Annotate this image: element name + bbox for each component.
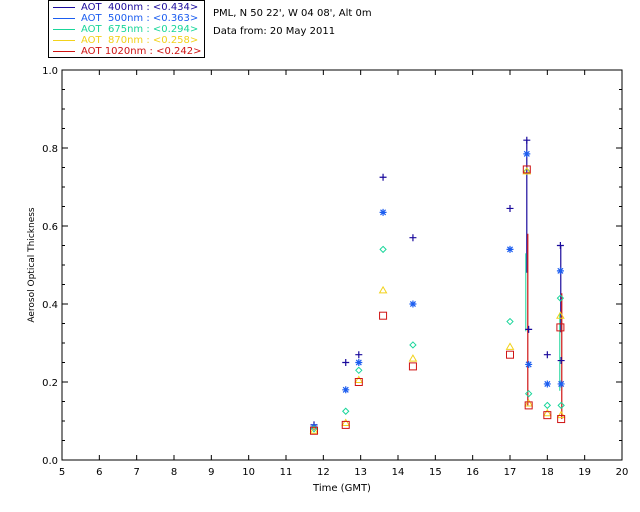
legend-swatch-400nm (53, 7, 75, 8)
data-point (556, 294, 565, 302)
x-tick-label: 5 (59, 467, 65, 478)
data-point (342, 407, 350, 415)
x-tick-label: 20 (616, 467, 629, 478)
data-point (556, 242, 564, 249)
legend-entry-870nm: AOT 870nm : <0.258> (49, 35, 206, 46)
legend-entry-675nm: AOT 675nm : <0.294> (49, 24, 206, 35)
data-point (378, 285, 388, 294)
data-point (543, 351, 551, 359)
data-point (409, 341, 417, 349)
data-point (523, 136, 531, 144)
data-point (522, 166, 532, 175)
x-tick-label: 17 (504, 467, 517, 478)
data-point (525, 360, 533, 368)
data-point (505, 342, 515, 350)
x-tick-label: 16 (466, 467, 479, 478)
data-point (543, 380, 551, 388)
legend-swatch-500nm (53, 18, 75, 19)
x-tick-label: 18 (541, 467, 554, 478)
data-point (310, 426, 318, 435)
data-point (408, 354, 418, 362)
data-point (542, 408, 552, 417)
x-tick-label: 7 (133, 467, 139, 478)
location-text: PML, N 50 22', W 04 08', Alt 0m (213, 8, 372, 19)
legend-entry-500nm: AOT 500nm : <0.363> (49, 13, 206, 24)
data-point (342, 359, 350, 366)
data-point (557, 415, 566, 424)
data-point (379, 208, 387, 216)
x-axis-label: Time (GMT) (312, 483, 371, 494)
data-point (556, 323, 565, 332)
data-point (524, 389, 533, 398)
data-point (409, 300, 417, 308)
data-point (309, 426, 319, 434)
data-point (557, 401, 565, 410)
data-point (342, 386, 350, 394)
legend-swatch-1020nm (53, 51, 75, 52)
x-tick-label: 19 (578, 467, 591, 478)
x-tick-label: 13 (354, 467, 367, 478)
data-point (556, 267, 564, 275)
data-point (379, 173, 387, 181)
legend-label-400nm: AOT 400nm : <0.434> (81, 2, 199, 13)
y-tick-label: 0.8 (42, 144, 58, 155)
data-point (355, 351, 363, 359)
data-point (408, 362, 417, 371)
legend-label-675nm: AOT 675nm : <0.294> (81, 24, 199, 35)
data-point (506, 317, 514, 326)
x-tick-label: 8 (171, 467, 177, 478)
data-point (310, 425, 318, 433)
legend-label-500nm: AOT 500nm : <0.363> (81, 13, 199, 24)
legend-entry-400nm: AOT 400nm : <0.434> (49, 2, 206, 13)
x-tick-label: 15 (429, 467, 442, 478)
y-tick-label: 1.0 (42, 66, 58, 77)
data-point (409, 234, 417, 242)
legend-entry-1020nm: AOT 1020nm : <0.242> (49, 46, 206, 57)
legend-swatch-870nm (53, 40, 75, 41)
x-tick-label: 6 (96, 467, 102, 478)
data-point (506, 204, 514, 212)
data-point (355, 359, 363, 366)
data-point (523, 150, 531, 158)
data-point (524, 401, 533, 410)
data-point (379, 245, 387, 254)
legend-label-1020nm: AOT 1020nm : <0.242> (81, 46, 202, 57)
data-point (557, 357, 565, 365)
data-point (341, 420, 350, 429)
y-tick-label: 0.0 (42, 456, 58, 467)
data-point (354, 375, 364, 384)
legend-swatch-675nm (53, 29, 75, 30)
data-point (379, 311, 388, 320)
x-tick-label: 12 (317, 467, 330, 478)
data-point (557, 380, 565, 388)
data-point (525, 325, 533, 333)
plot-frame (61, 69, 623, 461)
data-point (354, 378, 363, 386)
data-point (524, 398, 534, 407)
date-text: Data from: 20 May 2011 (213, 26, 336, 37)
data-point (556, 410, 566, 419)
x-tick-label: 14 (392, 467, 405, 478)
data-point (506, 245, 514, 253)
data-point (556, 311, 565, 319)
y-tick-label: 0.2 (42, 378, 58, 389)
y-axis-label: Aerosol Optical Thickness (27, 207, 37, 323)
data-point (522, 165, 531, 174)
data-point (543, 401, 552, 410)
x-tick-label: 10 (242, 467, 255, 478)
x-tick-label: 11 (280, 467, 293, 478)
legend: AOT 400nm : <0.434> AOT 500nm : <0.363> … (48, 0, 205, 58)
data-point (506, 350, 514, 359)
data-point (341, 418, 351, 426)
data-point (543, 411, 552, 420)
legend-label-870nm: AOT 870nm : <0.258> (81, 35, 199, 46)
y-tick-label: 0.4 (42, 300, 58, 311)
y-tick-label: 0.6 (42, 222, 58, 233)
data-point (355, 366, 363, 375)
x-tick-label: 9 (208, 467, 214, 478)
